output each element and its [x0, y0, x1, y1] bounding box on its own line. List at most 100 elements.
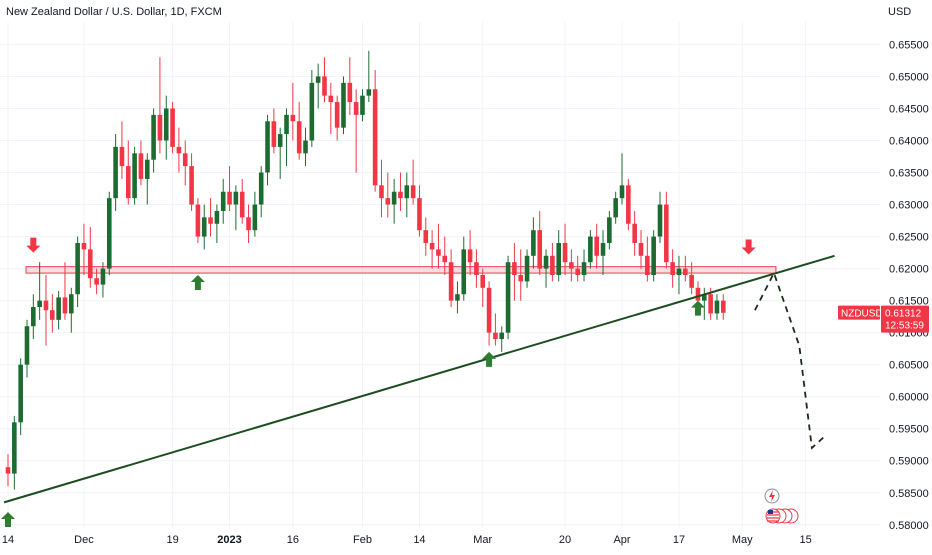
candle [518, 249, 524, 301]
candle [182, 140, 188, 186]
candles [5, 50, 726, 490]
candle [613, 191, 618, 224]
candle [657, 191, 663, 243]
candle-body [309, 82, 315, 141]
candle [31, 294, 36, 340]
candle [119, 121, 125, 179]
candle-body [594, 236, 599, 256]
candle-body [353, 102, 359, 115]
us-flag-icon[interactable] [765, 508, 799, 524]
candle [132, 146, 137, 205]
arrow-up-icon [690, 300, 705, 316]
candle [290, 82, 296, 141]
candle [296, 102, 302, 160]
candle [176, 127, 182, 173]
candle-body [607, 217, 612, 243]
candle [151, 108, 156, 173]
candle-body [429, 242, 435, 250]
arrow-up-icon [1, 511, 15, 527]
price-tag: NZDUSD 0.61312 12:53:59 [838, 305, 929, 333]
candle [651, 230, 656, 282]
price-tick-label: 0.62000 [889, 264, 929, 276]
price-tick-label: 0.65500 [889, 39, 929, 51]
time-tick-label: Dec [74, 534, 94, 546]
candle-body [50, 310, 55, 320]
price-tick-label: 0.62500 [889, 232, 929, 244]
candle-body [543, 255, 549, 269]
lightning-icon[interactable] [764, 488, 780, 504]
candle [461, 236, 467, 301]
candle-body [31, 307, 36, 327]
candle [676, 255, 682, 295]
candle-body [94, 278, 99, 285]
candle [347, 57, 353, 115]
time-tick-label: Apr [613, 534, 630, 546]
candle-body [480, 275, 486, 288]
arrow-up-icon [190, 275, 205, 290]
candle [385, 172, 391, 218]
price-tick-label: 0.64500 [889, 103, 929, 115]
candle-body [12, 422, 17, 474]
candle-body [600, 242, 606, 256]
candle-body [702, 294, 707, 301]
candle-body [676, 268, 682, 275]
price-tag-countdown: 12:53:59 [885, 321, 924, 332]
price-tick-label: 0.65000 [889, 71, 929, 83]
time-tick-label: 20 [559, 534, 571, 546]
candle [195, 198, 201, 243]
candle [537, 210, 543, 275]
candle-body [379, 185, 384, 199]
candle-body [271, 121, 277, 147]
candle [284, 108, 289, 167]
candle [113, 134, 118, 211]
candle-body [645, 255, 650, 275]
time-axis[interactable]: 14 Dec 19 2023 16 Feb 14 Mar 20 Apr 17 May 15 [2, 534, 812, 546]
candle [81, 223, 87, 275]
support-resistance-zone[interactable] [25, 266, 777, 274]
candle [638, 230, 644, 269]
candle-body [651, 236, 656, 275]
candle-body [562, 242, 568, 263]
price-axis[interactable]: 0.58000 0.58500 0.59000 0.59500 0.60000 0.605… [889, 39, 929, 531]
price-tag-value-bg [881, 305, 929, 333]
candle [594, 223, 599, 269]
candle-body [404, 185, 410, 199]
candle-body [43, 300, 49, 311]
candle [328, 82, 334, 135]
candle-body [664, 204, 669, 263]
candle-body [284, 114, 289, 135]
candle [258, 166, 264, 218]
candle [714, 294, 720, 320]
candle-body [461, 249, 467, 295]
candle-body [163, 108, 169, 141]
candle [334, 95, 340, 141]
candle [100, 262, 106, 298]
candle-body [581, 262, 587, 275]
candle-body [296, 121, 302, 154]
candle [214, 204, 220, 243]
chart-title: New Zealand Dollar / U.S. Dollar, 1D, FX… [6, 6, 222, 18]
candle-body [214, 210, 220, 224]
candle [75, 236, 80, 308]
candle-body [372, 89, 378, 186]
candle-body [208, 217, 213, 224]
candle-body [410, 185, 416, 199]
candle-body [106, 198, 112, 269]
candle [391, 178, 397, 224]
candle-body [613, 198, 618, 218]
trendline-layer[interactable] [3, 254, 835, 504]
candle [632, 210, 637, 256]
candle [252, 191, 258, 237]
candle-body [69, 294, 74, 314]
price-tag-symbol-bg [838, 305, 880, 320]
candle-body [265, 121, 270, 173]
candle [550, 242, 555, 282]
candle [410, 159, 416, 205]
candle [480, 268, 486, 308]
candle-body [638, 242, 644, 256]
candle-body [531, 230, 536, 256]
candle [467, 230, 473, 275]
candle [442, 236, 448, 275]
